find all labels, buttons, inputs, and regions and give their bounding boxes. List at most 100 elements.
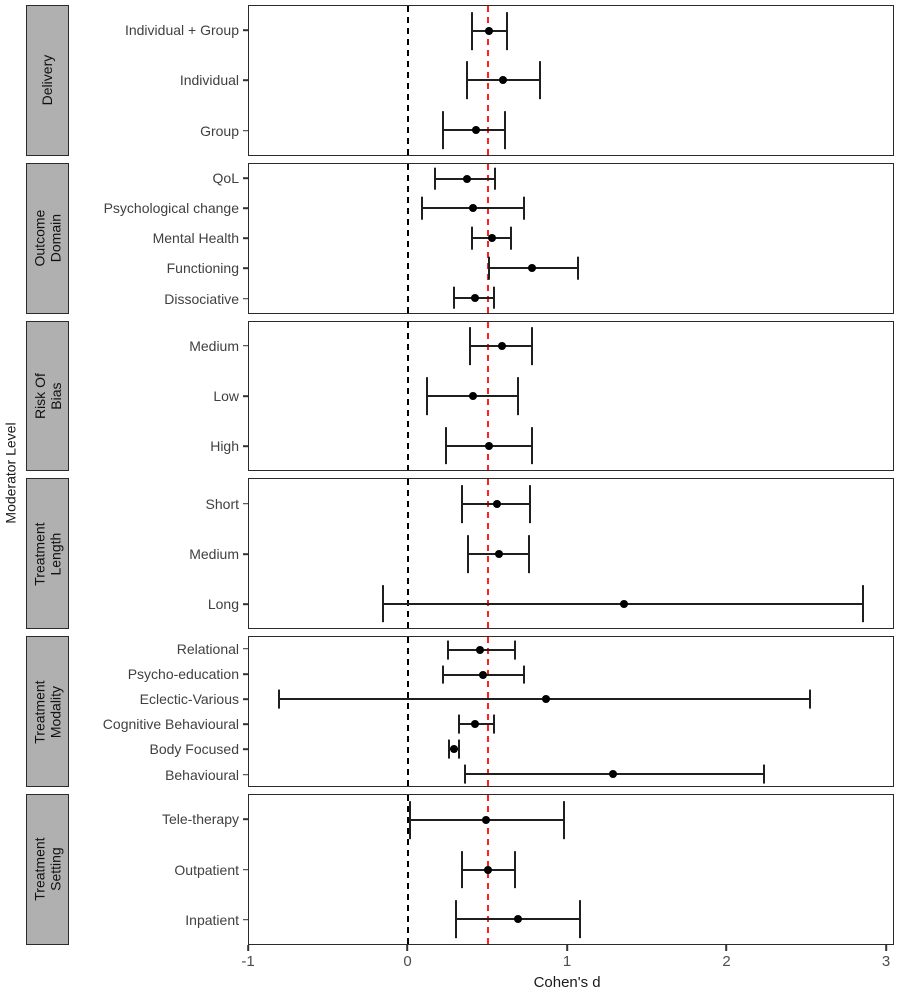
data-row [249, 253, 893, 283]
row-label-cell: Medium [69, 529, 248, 579]
plot-panel [248, 5, 894, 156]
data-row [249, 529, 893, 579]
point-estimate [493, 500, 502, 509]
row-label: Inpatient [185, 911, 239, 928]
plot-panel [248, 794, 894, 945]
ci-cap-right [457, 739, 460, 759]
ci-cap-right [503, 111, 506, 149]
point-estimate [469, 392, 478, 401]
y-tick [243, 698, 248, 700]
point-estimate [475, 645, 484, 654]
row-label-cell: Body Focused [69, 737, 248, 762]
facet-strip-label: Risk Of Bias [31, 373, 64, 420]
row-label-cell: Outpatient [69, 844, 248, 894]
y-tick [243, 395, 248, 397]
y-tick [243, 129, 248, 132]
row-label: Long [207, 596, 239, 613]
facet-panel: Outcome Domain QoL Psychological change Men… [26, 162, 894, 314]
facet-strip-label: Treatment Modality [31, 680, 64, 744]
x-tick-label: -1 [241, 953, 255, 970]
row-label-cell: Behavioural [69, 762, 248, 787]
ci-cap-left [461, 485, 464, 524]
y-tick [243, 919, 248, 921]
row-label-cell: Individual [69, 55, 248, 105]
data-row [249, 737, 893, 762]
y-tick [243, 345, 248, 347]
plot-rows [249, 164, 893, 313]
point-estimate [620, 599, 629, 608]
x-tick-label: 1 [562, 953, 572, 970]
row-label-gutter: QoL Psychological change Mental Health Func… [69, 163, 248, 314]
row-label: QoL [212, 169, 239, 186]
ci-cap-right [527, 535, 530, 573]
row-label-cell: Mental Health [69, 223, 248, 253]
ci-cap-right [523, 197, 526, 220]
row-label: Outpatient [174, 861, 239, 878]
ci-cap-left [464, 764, 467, 784]
row-label-cell: Dissociative [69, 284, 248, 314]
x-tick [885, 945, 887, 951]
plot-panel [248, 162, 894, 314]
point-estimate [497, 342, 506, 351]
row-label-gutter: Short Medium Long [69, 478, 248, 629]
ci-cap-left [426, 377, 429, 415]
zero-reference-line [407, 6, 409, 155]
row-label-cell: Relational [69, 636, 248, 661]
row-label: Medium [189, 545, 239, 562]
x-axis-title: Cohen's d [533, 974, 601, 991]
data-row [249, 194, 893, 224]
ci-cap-right [539, 61, 542, 100]
facet-strip-label: Treatment Length [31, 522, 64, 586]
x-tick-label: 0 [403, 953, 412, 970]
row-label: Cognitive Behavioural [102, 716, 239, 733]
ci-cap-left [278, 689, 281, 709]
ci-cap-left [446, 640, 449, 660]
data-row [249, 164, 893, 194]
ci-cap-right [531, 327, 534, 366]
facet-strip: Treatment Modality [26, 636, 69, 788]
y-tick [243, 773, 248, 776]
data-row [249, 845, 893, 895]
data-row [249, 283, 893, 313]
facet-strip: Risk Of Bias [26, 320, 69, 472]
row-label: Eclectic-Various [139, 691, 239, 708]
plot-rows [249, 637, 893, 786]
ci-cap-left [381, 584, 384, 623]
row-label: Tele-therapy [161, 811, 239, 828]
row-label-cell: Medium [69, 321, 248, 371]
data-row [249, 662, 893, 687]
y-tick [243, 723, 248, 726]
row-label: Behavioural [165, 766, 239, 783]
zero-reference-line [407, 479, 409, 629]
plot-rows [249, 6, 893, 155]
row-label: Functioning [166, 260, 239, 277]
data-row [249, 421, 893, 471]
facet-strip: Treatment Setting [26, 794, 69, 945]
point-estimate [470, 720, 479, 729]
ci-cap-right [861, 584, 864, 623]
row-label-cell: High [69, 421, 248, 471]
row-label-cell: Low [69, 371, 248, 421]
row-label-cell: Psycho-education [69, 661, 248, 686]
row-label-gutter: Relational Psycho-education Eclectic-Vario… [69, 636, 248, 787]
data-row [249, 761, 893, 786]
row-label: Psychological change [103, 200, 239, 217]
facet-strip-label: Treatment Setting [31, 837, 64, 902]
x-tick [247, 945, 249, 951]
row-label-gutter: Tele-therapy Outpatient Inpatient [69, 794, 248, 945]
facet-panels-container: Delivery Individual + Group Individual Grou… [26, 5, 894, 945]
point-estimate [499, 76, 508, 85]
ci-cap-left [470, 226, 473, 250]
y-tick [243, 648, 248, 650]
y-tick [243, 79, 248, 82]
point-estimate [470, 293, 479, 302]
plot-panel [248, 636, 894, 788]
ci-cap-left [421, 197, 424, 220]
plot-panel [248, 320, 894, 472]
y-tick [243, 748, 248, 751]
ci-cap-left [434, 167, 437, 191]
point-estimate [485, 26, 494, 35]
row-label-gutter: Medium Low High [69, 321, 248, 472]
ci-cap-right [531, 426, 534, 465]
